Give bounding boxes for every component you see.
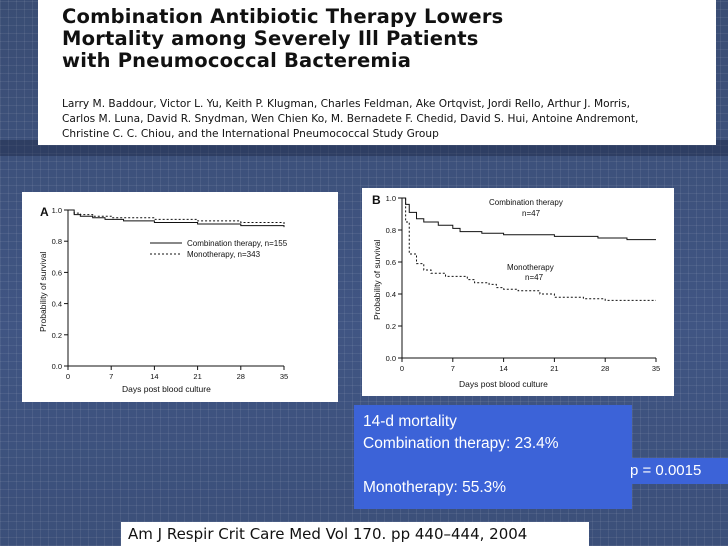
paper-title: Combination Antibiotic Therapy Lowers Mo… [62,5,504,72]
chart-b-y-tick-label: 0.6 [386,258,396,267]
chart-b-series-combination [402,197,656,241]
chart-a-y-tick-label: 0.6 [52,268,62,277]
stats-combination: Combination therapy: 23.4% [363,435,559,452]
survival-chart-b: B Probability of survival Days post bloo… [372,193,660,389]
chart-a-x-tick-label: 35 [280,372,288,381]
chart-b-x-tick-label: 35 [652,364,660,373]
panel-label-a: A [40,205,49,219]
chart-b-x-tick-label: 7 [451,364,455,373]
chart-b-series-monotherapy [402,197,656,301]
x-axis-label-a: Days post blood culture [122,384,211,394]
panel-label-b: B [372,193,381,207]
p-value-label: p = 0.0015 [622,458,728,484]
chart-b-x-tick-label: 0 [400,364,404,373]
survival-chart-a: A Probability of survival Days post bloo… [38,205,288,394]
legend-entry-combination: Combination therapy, n=155 [187,239,288,248]
chart-a-x-tick-label: 28 [237,372,245,381]
journal-citation: Am J Respir Crit Care Med Vol 170. pp 44… [121,522,589,546]
y-axis-label-a: Probability of survival [38,252,48,332]
annotation-combination-label: Combination therapy [489,198,563,207]
chart-a-y-tick-label: 0.4 [52,300,62,309]
annotation-combination-n: n=47 [522,209,541,218]
stats-spacer [363,455,632,477]
chart-panel-a: A Probability of survival Days post bloo… [22,192,338,402]
chart-b-y-tick-label: 0.8 [386,226,396,235]
x-axis-label-b: Days post blood culture [459,379,548,389]
chart-b-y-tick-label: 0.2 [386,322,396,331]
annotation-combination-b: Combination therapy n=47 [489,198,563,218]
chart-a-y-tick-label: 0.8 [52,237,62,246]
legend-entry-monotherapy: Monotherapy, n=343 [187,250,261,259]
stats-monotherapy: Monotherapy: 55.3% [363,479,507,496]
paper-header: Combination Antibiotic Therapy Lowers Mo… [38,0,716,145]
chart-b-y-tick-label: 1.0 [386,194,396,203]
chart-a-x-tick-label: 7 [109,372,113,381]
chart-b-x-tick-label: 28 [601,364,609,373]
annotation-monotherapy-n: n=47 [525,273,544,282]
mortality-stats-box: 14-d mortality Combination therapy: 23.4… [354,405,632,509]
chart-a-y-tick-label: 0.2 [52,331,62,340]
paper-authors: Larry M. Baddour, Victor L. Yu, Keith P.… [62,98,639,140]
chart-panel-b: B Probability of survival Days post bloo… [362,188,674,396]
chart-a-x-tick-label: 14 [150,372,158,381]
chart-b-x-tick-label: 21 [550,364,558,373]
chart-a-series-combination [68,209,285,228]
chart-a-series-monotherapy [68,209,285,225]
y-axis-label-b: Probability of survival [372,240,382,320]
chart-b-x-tick-label: 14 [499,364,507,373]
chart-a-x-tick-label: 0 [66,372,70,381]
chart-b-y-tick-label: 0.0 [386,354,396,363]
annotation-monotherapy-label: Monotherapy [507,263,554,272]
chart-a-x-tick-label: 21 [193,372,201,381]
chart-b-y-tick-label: 0.4 [386,290,396,299]
annotation-monotherapy-b: Monotherapy n=47 [507,263,554,282]
chart-a-y-tick-label: 0.0 [52,362,62,371]
chart-a-y-tick-label: 1.0 [52,206,62,215]
legend-a: Combination therapy, n=155 Monotherapy, … [150,239,288,259]
stats-heading: 14-d mortality [363,413,457,430]
